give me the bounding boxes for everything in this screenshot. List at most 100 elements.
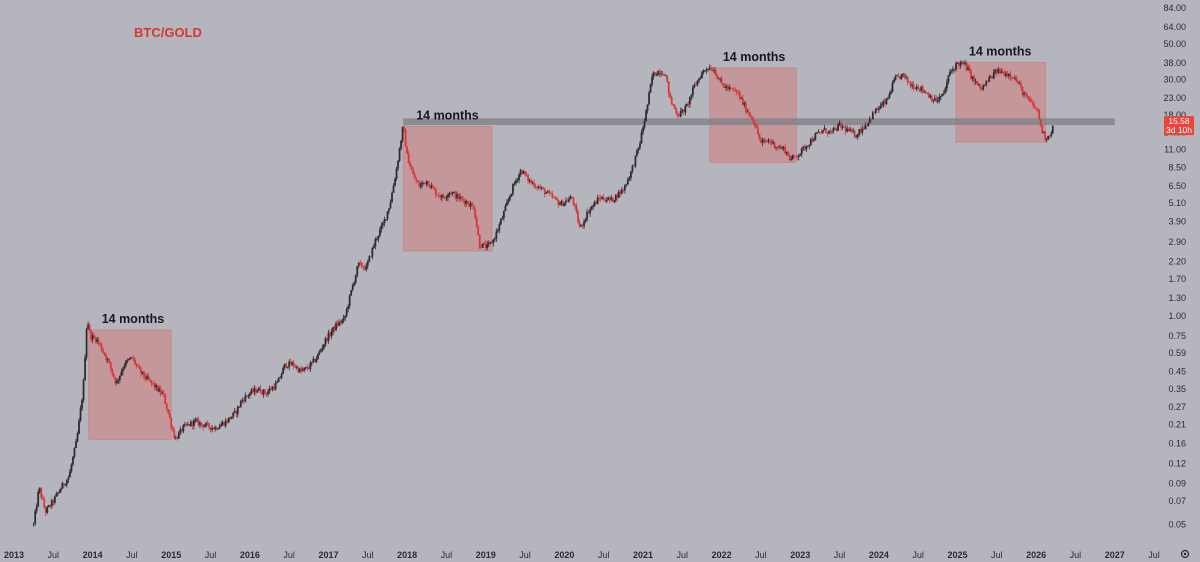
candle-body-411 (654, 72, 656, 76)
candle-body-50 (108, 359, 111, 363)
y-tick-label-1: 64.00 (1163, 22, 1186, 32)
candle-body-231 (382, 223, 384, 226)
candle-body-594 (930, 95, 933, 101)
candle-body-653 (1020, 83, 1022, 87)
candle-body-29 (76, 433, 79, 442)
x-tick-label-16: 2021 (633, 550, 653, 560)
candle-body-470 (743, 102, 746, 105)
candle-body-588 (921, 86, 924, 92)
candle-body-258 (422, 182, 425, 184)
x-tick-label-11: Jul (441, 550, 453, 560)
candle-body-581 (911, 84, 914, 87)
candle-body-170 (289, 361, 292, 365)
x-tick-label-14: 2020 (554, 550, 574, 560)
candle-body-186 (313, 358, 316, 363)
candle-body-3 (37, 492, 40, 507)
candle-body-517 (814, 133, 817, 140)
candle-body-155 (267, 391, 269, 395)
candle-body-81 (155, 385, 158, 388)
x-tick-label-7: Jul (283, 550, 295, 560)
candle-body-308 (498, 224, 501, 231)
candle-body-54 (114, 377, 117, 384)
candle-body-322 (519, 170, 522, 175)
candle-body-330 (531, 182, 534, 184)
candle-body-664 (1036, 108, 1039, 110)
candle-body-62 (126, 360, 129, 361)
candle-body-40 (93, 335, 96, 338)
candle-body-627 (980, 88, 983, 90)
candle-body-75 (146, 376, 148, 379)
y-tick-label-25: 0.12 (1168, 459, 1186, 469)
candle-body-283 (460, 196, 463, 199)
candle-body-275 (448, 192, 451, 195)
candle-body-271 (442, 195, 445, 198)
candle-body-320 (516, 180, 519, 181)
candle-body-454 (719, 78, 722, 80)
y-tick-label-19: 0.59 (1168, 348, 1186, 358)
candle-body-505 (796, 156, 799, 158)
candle-body-467 (738, 92, 741, 99)
candle-body-121 (215, 427, 218, 430)
settings-gear-icon[interactable] (1180, 549, 1190, 559)
candle-body-538 (846, 128, 849, 132)
candle-body-169 (288, 361, 291, 368)
candle-body-510 (803, 146, 806, 150)
y-tick-label-15: 1.70 (1168, 274, 1186, 284)
x-tick-label-0: 2013 (4, 550, 24, 560)
candle-body-310 (501, 217, 504, 220)
candle-body-250 (410, 166, 413, 170)
candle-body-657 (1026, 94, 1028, 98)
candle-body-128 (226, 420, 229, 423)
candle-body-251 (412, 169, 415, 175)
y-tick-label-17: 1.00 (1168, 311, 1186, 321)
annotation-label-2: 14 months (416, 108, 479, 122)
candle-body-460 (728, 87, 731, 90)
x-axis[interactable]: 2013 Jul 2014 Jul 2015 Jul 2016 Jul 2017 Jul 2018 J… (4, 550, 1160, 560)
candle-body-96 (177, 432, 180, 439)
candle-body-249 (409, 163, 412, 167)
candle-body-600 (939, 96, 942, 98)
candle-body-575 (902, 73, 904, 75)
candle-body-668 (1042, 131, 1045, 133)
candle-body-608 (952, 68, 954, 71)
candle-body-659 (1029, 98, 1031, 102)
candle-body-536 (843, 126, 846, 128)
annotation-label-1: 14 months (102, 312, 165, 326)
candle-body-416 (661, 73, 664, 76)
candle-body-179 (303, 367, 306, 370)
candle-body-587 (920, 86, 923, 91)
candle-body-187 (315, 359, 318, 363)
candle-body-472 (746, 111, 749, 113)
candle-body-362 (580, 225, 582, 227)
candle-body-384 (613, 200, 616, 202)
candle-body-486 (767, 140, 770, 142)
candle-body-617 (965, 62, 968, 70)
candle-body-20 (62, 483, 65, 486)
candle-body-109 (197, 419, 200, 426)
candle-body-325 (524, 171, 526, 175)
y-axis[interactable]: 84.0064.0050.0038.0030.0023.0018.0014.00… (1163, 3, 1186, 529)
candle-body-420 (667, 81, 670, 94)
candle-body-74 (144, 376, 147, 379)
candle-body-259 (424, 182, 427, 185)
candle-body-422 (670, 97, 673, 104)
candle-body-13 (52, 500, 55, 503)
candle-body-365 (584, 219, 587, 222)
candle-body-93 (173, 430, 176, 439)
candle-body-421 (669, 93, 672, 98)
candle-body-515 (811, 138, 814, 142)
y-tick-label-10: 6.50 (1168, 181, 1186, 191)
candle-body-42 (96, 339, 99, 342)
candle-body-306 (495, 231, 498, 239)
candle-body-448 (710, 67, 712, 71)
candle-body-534 (840, 122, 842, 128)
candle-body-395 (630, 171, 632, 178)
candle-body-499 (787, 151, 790, 156)
candle-body-39 (91, 335, 94, 340)
x-tick-label-6: 2016 (240, 550, 260, 560)
candle-body-596 (933, 97, 936, 101)
candle-body-327 (527, 174, 529, 182)
candle-body-285 (463, 200, 466, 204)
candle-body-305 (493, 238, 496, 240)
candle-body-17 (58, 491, 61, 493)
